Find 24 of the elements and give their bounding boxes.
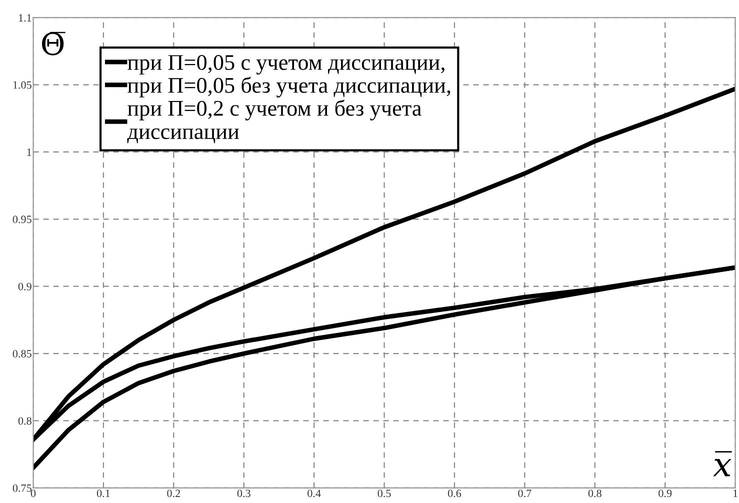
y-tick-label: 0.9: [18, 282, 32, 290]
x-tick-label: 1: [734, 490, 738, 498]
y-tick-label: 0.75: [12, 484, 32, 492]
y-tick-label: 1.05: [13, 81, 32, 89]
x-tick-label: 0.7: [518, 490, 532, 498]
x-axis-title: x̅: [713, 451, 732, 476]
legend-label: при П=0,2 с учетом и без учета диссипации: [127, 100, 422, 144]
y-tick-label: 0.95: [12, 216, 32, 224]
y-tick-label: 1.1: [18, 14, 32, 22]
x-tick-label: 0.3: [237, 490, 250, 498]
y-tick-label: 1: [27, 148, 32, 156]
legend-label: при П=0,05 без учета диссипации,: [128, 76, 450, 98]
y-tick-label: 0.8: [18, 417, 32, 425]
x-tick-label: 0.1: [96, 490, 110, 498]
x-tick-label: 0.8: [588, 490, 602, 498]
legend-label: при П=0,05 с учетом диссипации,: [128, 54, 444, 75]
x-tick-label: 0.6: [448, 490, 462, 498]
x-tick-label: 0.2: [167, 490, 180, 498]
y-axis-title: Θ̅: [42, 32, 66, 56]
x-tick-label: 0.5: [378, 490, 391, 498]
x-tick-label: 0.9: [658, 490, 672, 498]
y-tick-label: 0.85: [12, 350, 32, 358]
x-tick-label: 0.4: [308, 490, 321, 498]
x-tick-label: 0: [30, 490, 36, 498]
